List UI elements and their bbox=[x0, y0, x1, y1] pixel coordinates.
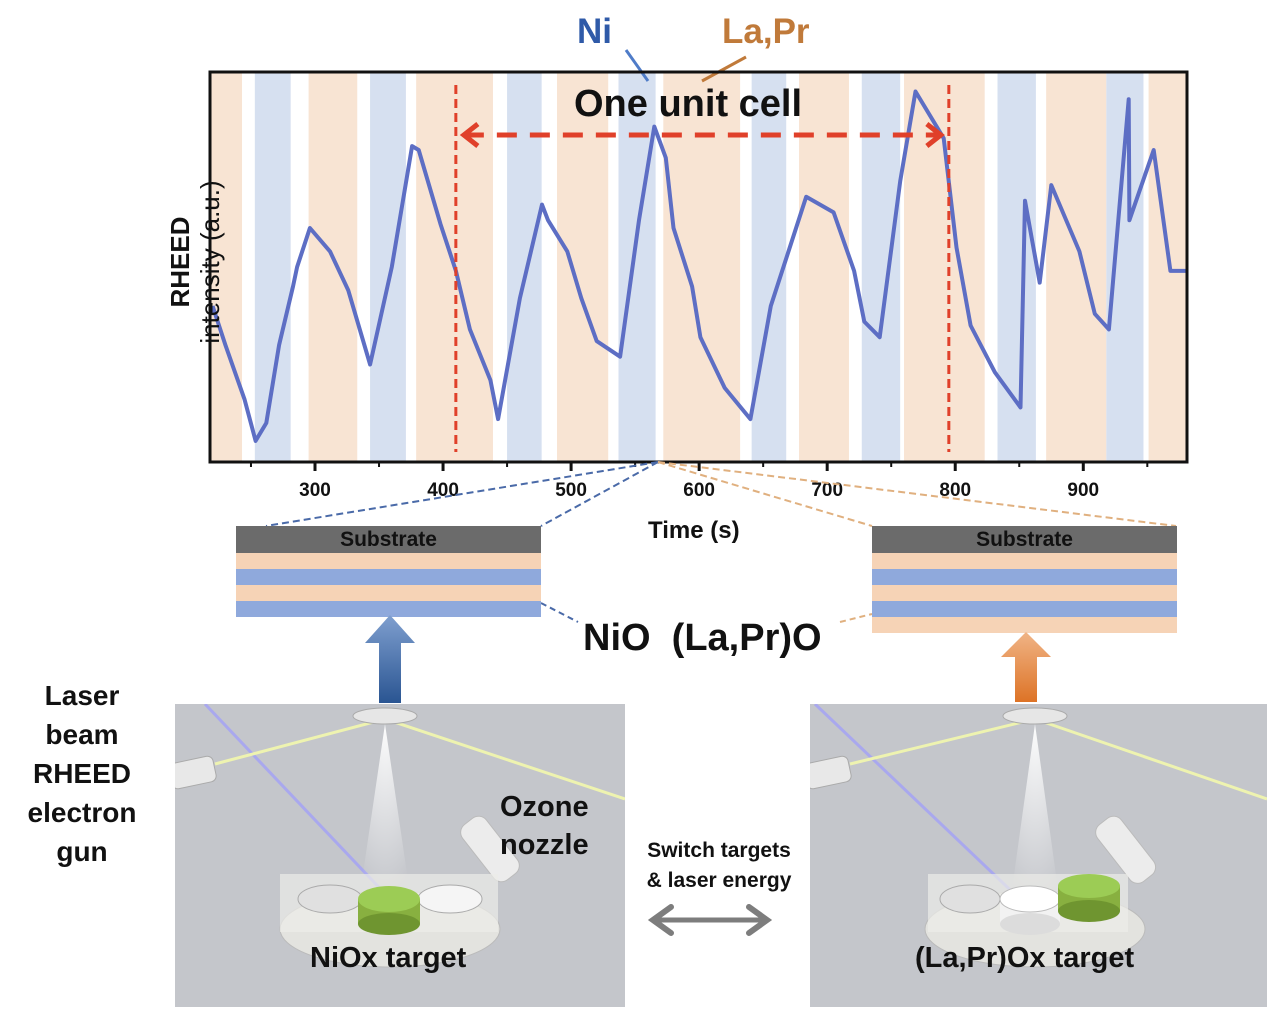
band-ni-9 bbox=[751, 72, 787, 462]
nio-target-icon bbox=[358, 886, 420, 912]
chamber-panel-lapro: (La,Pr)Ox target bbox=[810, 704, 1267, 1007]
plume-icon bbox=[360, 724, 410, 894]
connector-lapr-0 bbox=[657, 461, 873, 527]
connector-lapro-label bbox=[839, 613, 873, 623]
chamber-illustration-lapro bbox=[810, 704, 1267, 968]
nio-target-icon bbox=[1058, 874, 1120, 898]
band-ni-13 bbox=[997, 72, 1036, 462]
layer-ni-1 bbox=[872, 569, 1177, 585]
substrate-holder-icon bbox=[352, 707, 418, 725]
band-lapr-12 bbox=[904, 72, 985, 462]
y-axis-label-line2: intensity (a.u.) bbox=[195, 180, 225, 344]
band-lapr-16 bbox=[1148, 72, 1187, 462]
equip-label-2: RHEED bbox=[32, 758, 131, 789]
chamber-illustration-nio bbox=[175, 704, 625, 968]
legend-ni-leader bbox=[624, 49, 650, 82]
equip-label-0: Laser bbox=[44, 680, 120, 711]
connector-nio-label bbox=[540, 602, 579, 623]
x-tick-label-800: 800 bbox=[939, 480, 971, 501]
layer-stack-left: Substrate bbox=[236, 526, 541, 617]
up-arrow-ni-icon bbox=[365, 615, 415, 703]
rheed-beam bbox=[813, 704, 1027, 906]
band-lapr-8 bbox=[663, 72, 741, 462]
ozone-nozzle-label: Ozone nozzle bbox=[500, 788, 589, 864]
substrate-left: Substrate bbox=[236, 526, 541, 553]
laser-beam bbox=[214, 717, 625, 801]
double-arrow-icon bbox=[647, 904, 773, 936]
band-lapr-10 bbox=[799, 72, 849, 462]
equip-label-1: beam bbox=[45, 719, 119, 750]
layer-lapr-0 bbox=[236, 553, 541, 569]
up-arrow-lapr-icon bbox=[1001, 632, 1051, 702]
band-ni-3 bbox=[370, 72, 406, 462]
x-tick-label-600: 600 bbox=[683, 480, 715, 501]
rheed-beam bbox=[203, 704, 392, 901]
substrate-right: Substrate bbox=[872, 526, 1177, 553]
x-tick-label-900: 900 bbox=[1067, 480, 1099, 501]
band-ni-5 bbox=[507, 72, 542, 462]
unit-cell-arrowhead-right-icon bbox=[925, 122, 945, 148]
nio-target-label: NiOx target bbox=[310, 942, 467, 974]
equip-label-3: electron bbox=[27, 797, 137, 828]
x-tick-label-500: 500 bbox=[555, 480, 587, 501]
band-lapr-2 bbox=[308, 72, 358, 462]
band-lapr-0 bbox=[210, 72, 243, 462]
ozone-nozzle-icon bbox=[460, 815, 520, 883]
rheed-curve bbox=[210, 89, 1187, 443]
connector-ni-0 bbox=[265, 461, 659, 527]
ozone-label-line2: nozzle bbox=[500, 829, 589, 861]
band-ni-1 bbox=[254, 72, 291, 462]
unit-cell-arrowhead-left-icon bbox=[459, 122, 480, 148]
y-axis-label-line1: RHEED bbox=[165, 216, 195, 308]
layer-ni-3 bbox=[872, 601, 1177, 617]
layer-lapr-4 bbox=[872, 617, 1177, 633]
unit-cell-annotation bbox=[454, 49, 951, 452]
band-ni-7 bbox=[618, 72, 656, 462]
switch-label: Switch targets & laser energy bbox=[630, 836, 808, 896]
plume-icon bbox=[1010, 724, 1060, 904]
equip-label-4: gun bbox=[56, 836, 108, 867]
x-tick-label-700: 700 bbox=[811, 480, 843, 501]
connector-ni-1 bbox=[540, 461, 659, 527]
laser-beam bbox=[849, 717, 1267, 801]
switch-label-line2: & laser energy bbox=[646, 869, 792, 892]
unit-cell-label: One unit cell bbox=[574, 83, 803, 125]
zoom-connectors bbox=[265, 461, 1177, 527]
x-axis-label: Time (s) bbox=[648, 517, 740, 544]
switch-label-line1: Switch targets bbox=[647, 839, 791, 862]
rheed-intensity-line bbox=[210, 89, 1187, 443]
x-tick-label-300: 300 bbox=[299, 480, 331, 501]
band-lapr-14 bbox=[1046, 72, 1107, 462]
lapro-target-icon bbox=[999, 885, 1061, 913]
band-ni-11 bbox=[861, 72, 901, 462]
band-lapr-6 bbox=[557, 72, 609, 462]
equipment-labels: Laser beam RHEED electron gun bbox=[12, 676, 152, 871]
legend-ni-label: Ni bbox=[577, 12, 612, 51]
legend-lapr-leader bbox=[701, 55, 747, 83]
substrate-holder-icon bbox=[1002, 707, 1068, 725]
materials-label: NiO (La,Pr)O bbox=[583, 617, 822, 659]
layer-lapr-0 bbox=[872, 553, 1177, 569]
layer-lapr-2 bbox=[236, 585, 541, 601]
layer-stack-right: Substrate bbox=[872, 526, 1177, 633]
x-tick-label-400: 400 bbox=[427, 480, 459, 501]
rheed-gun-icon bbox=[810, 755, 852, 790]
layer-ni-1 bbox=[236, 569, 541, 585]
lapro-target-label: (La,Pr)Ox target bbox=[915, 942, 1135, 974]
rheed-gun-icon bbox=[175, 755, 217, 790]
y-axis-label: RHEED intensity (a.u.) bbox=[165, 117, 225, 407]
legend-lapr-label: La,Pr bbox=[722, 12, 810, 51]
layer-ni-3 bbox=[236, 601, 541, 617]
layer-lapr-2 bbox=[872, 585, 1177, 601]
connector-lapr-1 bbox=[657, 461, 1177, 527]
ozone-nozzle-icon bbox=[1095, 815, 1157, 884]
ozone-label-line1: Ozone bbox=[500, 791, 589, 823]
x-axis-ticks: 300 400 500 600 700 800 900 bbox=[249, 462, 1149, 501]
chamber-panel-nio: NiOx target Ozone nozzle bbox=[175, 704, 625, 1007]
